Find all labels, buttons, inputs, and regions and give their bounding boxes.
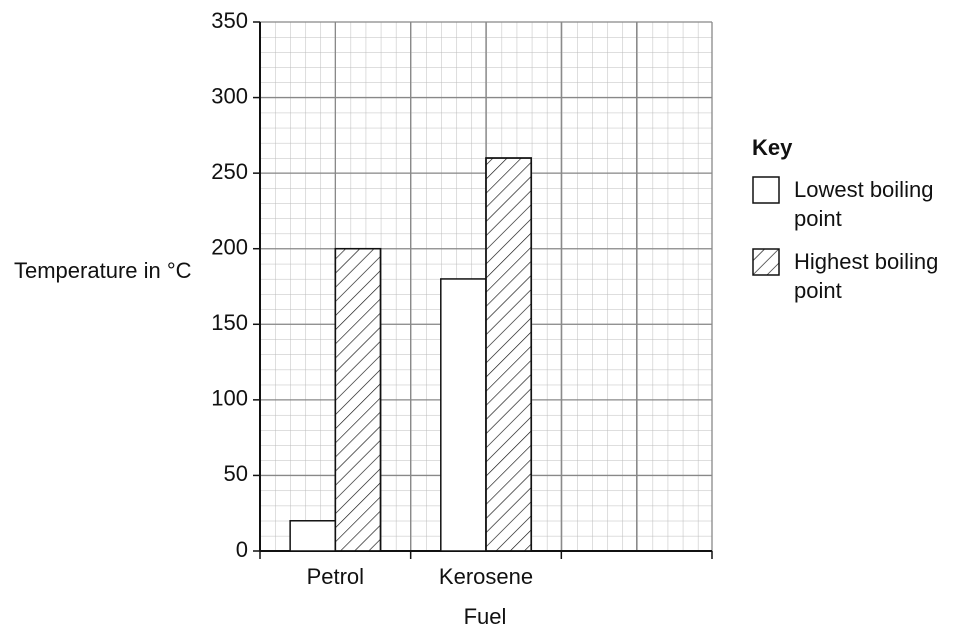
legend-swatch [752, 176, 780, 204]
legend-label: Highest boiling point [794, 249, 939, 303]
legend-swatch [752, 248, 780, 276]
legend-item: Highest boiling point [752, 247, 958, 305]
y-tick-label: 0 [236, 537, 248, 562]
y-tick-label: 100 [211, 386, 248, 411]
y-tick-label: 200 [211, 235, 248, 260]
y-axis-label: Temperature in °C [14, 258, 192, 283]
legend-box [752, 176, 780, 204]
y-tick-label: 50 [224, 461, 248, 486]
legend-item: Lowest boiling point [752, 175, 958, 233]
bar [440, 278, 487, 552]
legend-box [752, 248, 780, 276]
x-axis-label: Fuel [464, 604, 507, 629]
y-tick-label: 150 [211, 310, 248, 335]
bar-hatch [334, 247, 382, 552]
bar [289, 520, 337, 552]
y-tick-label: 300 [211, 83, 248, 108]
bar-hatch [485, 157, 532, 552]
x-tick-label: Kerosene [439, 564, 533, 589]
y-tick-label: 350 [211, 8, 248, 33]
y-tick-label: 250 [211, 159, 248, 184]
legend-title: Key [752, 135, 793, 160]
legend-label: Lowest boiling point [794, 177, 934, 231]
x-tick-label: Petrol [307, 564, 364, 589]
legend: Lowest boiling point Highest boiling poin… [752, 175, 958, 319]
